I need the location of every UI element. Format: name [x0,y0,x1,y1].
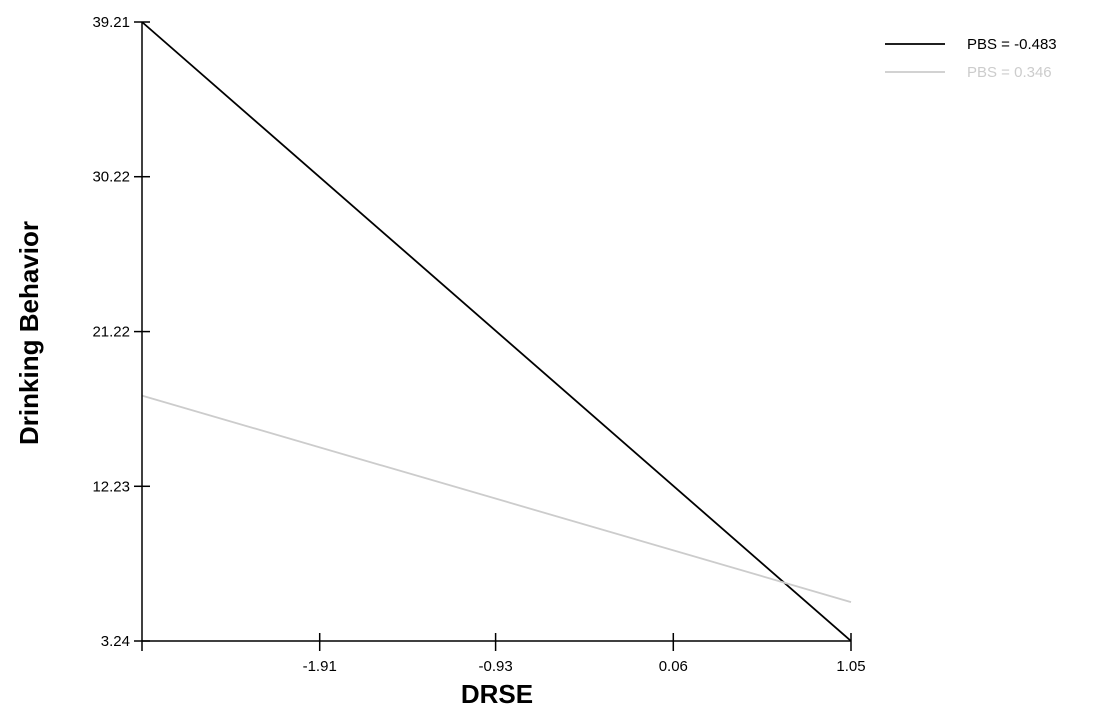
legend-label: PBS = 0.346 [967,64,1052,81]
legend: PBS = -0.483 PBS = 0.346 [885,36,1057,81]
x-tick-label: 0.06 [659,658,688,675]
series-line [141,394,852,603]
y-tick-label: 39.21 [92,14,130,31]
x-axis-title: DRSE [461,679,533,709]
y-axis-title: Drinking Behavior [14,221,44,445]
series-line [141,21,852,642]
y-tick-label: 21.22 [92,324,130,341]
legend-label: PBS = -0.483 [967,36,1057,53]
x-tick-label: -1.91 [303,658,337,675]
plot-lines [141,21,852,642]
y-tick-label: 30.22 [92,169,130,186]
x-tick-label: -0.93 [479,658,513,675]
y-tick-label: 3.24 [101,633,130,650]
y-axis-ticks: 3.24 12.23 21.22 30.22 39.21 [92,14,150,650]
x-axis-ticks: -1.91 -0.93 0.06 1.05 [141,633,866,675]
y-tick-label: 12.23 [92,478,130,495]
x-tick-label: 1.05 [836,658,865,675]
